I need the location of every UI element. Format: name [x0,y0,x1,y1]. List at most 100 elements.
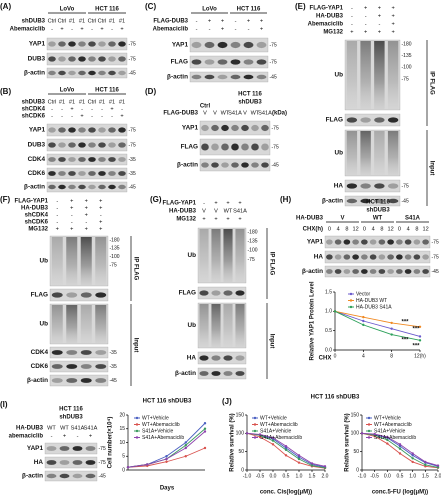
blot-name: HA [187,355,197,362]
group-label: HCT 116 [237,7,261,13]
band [68,157,76,162]
condition-value: + [89,433,92,439]
band [48,127,56,133]
blot-name: YAP1 [29,127,46,134]
condition-value: + [99,205,102,211]
smear [374,41,385,109]
band [396,254,403,260]
y-tick-label: 15 [119,426,125,432]
condition-value: + [85,226,88,232]
band [360,117,371,123]
data-point [146,463,149,466]
blot-name: β-actin [24,184,45,191]
blot-background [189,55,269,69]
y-axis-label: Relative survival (%) [230,413,236,471]
data-point [411,457,414,460]
band [59,446,70,451]
band [51,378,63,383]
band [108,184,116,190]
y-tick-label: 0 [241,467,244,473]
blot-name: Ub [187,322,196,329]
condition-value: - [248,26,250,32]
band [201,124,209,132]
band [66,292,78,298]
condition-value: - [81,106,83,112]
data-point [398,443,402,446]
x-tick-label: 0.5 [397,473,404,479]
kda-marker: -35 [110,364,117,370]
condition-value: 4 [337,226,340,232]
band [360,198,371,204]
band [98,171,106,176]
legend-label: WT+Abemaciclib [260,422,298,428]
smear [95,237,107,285]
band [191,59,202,65]
condition-name: Abemaciclib [10,27,46,33]
band [334,269,342,274]
legend-marker [253,429,257,433]
x-tick-label: -0.5 [370,473,379,479]
kda-marker: -75 [129,127,136,133]
condition-value: S41A [84,425,98,431]
blot-name: β-actin [24,70,45,77]
blot-name: CDK4 [31,349,49,356]
band [361,239,368,245]
kda-marker: -75 [272,144,279,150]
condition-name: abemaciclib [9,434,44,440]
band [360,183,371,189]
band [352,239,359,245]
blot-name: YAP1 [29,41,46,48]
condition-value: - [91,113,93,119]
group-label: V [340,216,344,222]
band [98,41,106,47]
condition-name: HA-DUB3 [169,209,197,215]
side-label: IP FLAG [428,71,434,95]
y-axis-label: Cell number(×10⁴) [108,417,114,469]
series-line [127,447,206,468]
band [387,117,399,123]
band [199,290,209,296]
group-label: LoVo [60,88,75,94]
significance: *** [401,338,409,344]
blot-background [46,52,128,66]
legend-label: WT+Vehicle [142,415,169,421]
band [85,473,96,479]
condition-value: 0 [363,226,366,232]
condition-value: S41A [71,425,85,431]
band [251,124,259,132]
blot-background [46,153,128,166]
band [118,171,126,176]
y-tick-label: 5 [122,454,125,460]
side-label: IP FLAG [132,257,138,281]
smear [199,229,209,282]
blot-name: FLAG [31,292,48,299]
condition-value: - [365,21,367,27]
smear [346,41,358,109]
data-point [424,460,427,464]
condition-value: + [226,200,229,206]
header-text: shDUB3 [59,415,83,421]
band [58,56,66,62]
condition-value: + [238,200,241,206]
condition-name: shCDK6 [25,220,49,226]
header-text: (kDa) [272,111,287,117]
condition-name: MG132 [323,30,343,36]
x-tick-label: 2.0 [322,473,329,479]
condition-value: + [70,226,73,232]
panel-label: (D) [145,87,156,96]
legend-label: WT+Abemaciclib [374,422,412,428]
smear [387,41,399,109]
band [235,355,245,361]
legend-marker [135,416,139,420]
x-tick-label: 8 [390,353,393,359]
condition-value: Ctrl [58,18,67,24]
legend-label: S41A+Vehicle [260,428,291,434]
data-point [165,455,168,458]
band [46,473,57,479]
blot-name: CDK6 [31,363,49,370]
band [80,350,92,355]
band [88,127,96,133]
condition-value: Ctrl [98,18,107,24]
band [211,355,221,361]
data-point [184,446,187,450]
